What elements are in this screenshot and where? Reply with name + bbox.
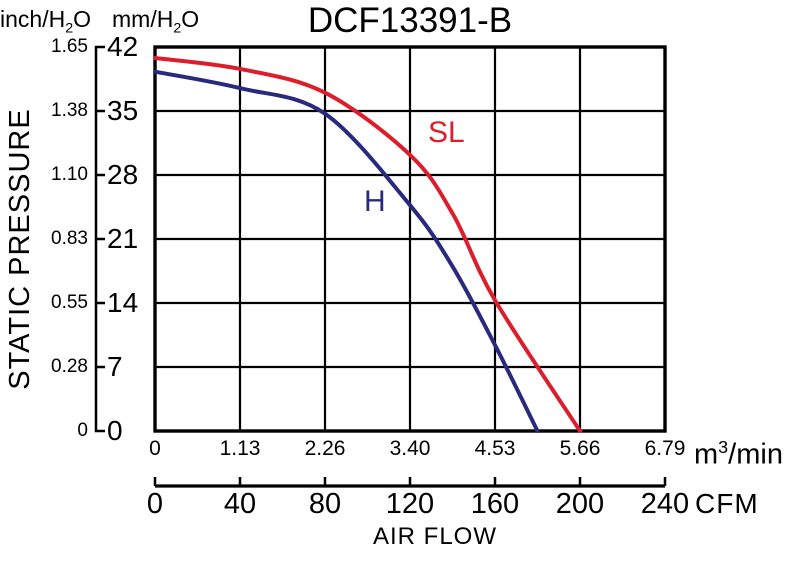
grid-lines bbox=[155, 47, 665, 431]
chart-title: DCF13391-B bbox=[307, 1, 513, 40]
inch-tick-label: 0.55 bbox=[51, 292, 88, 313]
curve-label-h: H bbox=[364, 185, 386, 218]
curve-label-sl: SL bbox=[428, 116, 465, 149]
mm-tick-label: 21 bbox=[107, 223, 139, 254]
cfm-tick-label: 160 bbox=[470, 488, 520, 520]
cfm-tick-label: 240 bbox=[640, 488, 690, 520]
m3min-tick-label: 4.53 bbox=[474, 437, 516, 460]
cfm-tick-label: 0 bbox=[146, 488, 164, 520]
y-unit-inch-label: inch/H2O bbox=[0, 6, 92, 37]
inch-tick-label: 1.38 bbox=[51, 100, 88, 121]
cfm-tick-label: 200 bbox=[555, 488, 605, 520]
inch-tick-label: 1.10 bbox=[51, 164, 88, 185]
inch-tick-label: 0.83 bbox=[51, 228, 88, 249]
mm-tick-label: 0 bbox=[107, 415, 123, 446]
plot-frame bbox=[153, 45, 667, 433]
curve-sl bbox=[153, 56, 582, 433]
inch-tick-label: 1.65 bbox=[51, 36, 88, 57]
cfm-tick-label: 80 bbox=[308, 488, 342, 520]
m3min-tick-label: 6.79 bbox=[644, 437, 686, 460]
mm-tick-label: 42 bbox=[107, 31, 139, 62]
mm-tick-label: 28 bbox=[107, 159, 139, 190]
inch-tick-label: 0 bbox=[77, 420, 88, 441]
cfm-axis-ticks bbox=[153, 477, 667, 486]
m3min-tick-label: 1.13 bbox=[219, 437, 261, 460]
mm-tick-label: 7 bbox=[107, 351, 123, 382]
m3min-tick-label: 5.66 bbox=[559, 437, 601, 460]
mm-tick-label: 14 bbox=[107, 287, 139, 318]
y-unit-mm-label: mm/H2O bbox=[112, 6, 200, 37]
m3min-tick-label: 2.26 bbox=[304, 437, 346, 460]
mm-tick-label: 35 bbox=[107, 95, 139, 126]
x-unit-cfm-label: CFM bbox=[695, 488, 759, 519]
cfm-tick-label: 40 bbox=[223, 488, 257, 520]
x-axis-title: AIR FLOW bbox=[372, 523, 497, 550]
y-axis-bracket bbox=[94, 45, 105, 433]
m3min-tick-label: 3.40 bbox=[389, 437, 431, 460]
cfm-tick-label: 120 bbox=[385, 488, 435, 520]
curve-h bbox=[153, 69, 540, 433]
m3min-tick-label: 0 bbox=[149, 437, 161, 460]
x-unit-m3min-label: m3/min bbox=[694, 437, 783, 471]
inch-tick-label: 0.28 bbox=[51, 356, 88, 377]
